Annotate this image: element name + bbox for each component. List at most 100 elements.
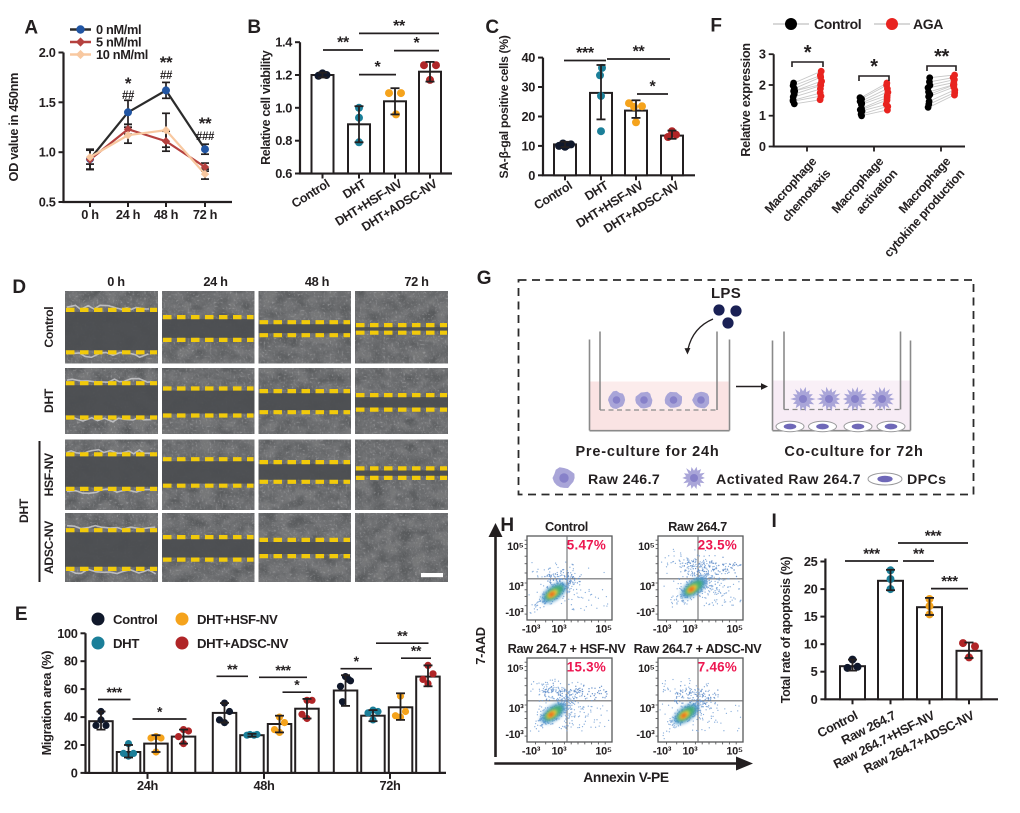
svg-text:-10³: -10³ <box>636 607 655 619</box>
svg-text:40: 40 <box>521 50 535 65</box>
svg-text:10³: 10³ <box>551 624 567 636</box>
svg-text:###: ### <box>196 131 215 143</box>
svg-text:20: 20 <box>804 582 818 597</box>
svg-text:72 h: 72 h <box>404 274 429 289</box>
svg-text:10⁵: 10⁵ <box>507 663 524 675</box>
svg-text:***: *** <box>925 528 942 545</box>
svg-text:25: 25 <box>804 554 818 569</box>
svg-text:10³: 10³ <box>509 703 525 715</box>
svg-text:C: C <box>485 17 499 38</box>
svg-text:24h: 24h <box>137 778 159 793</box>
svg-text:10⁵: 10⁵ <box>595 746 612 758</box>
svg-text:10 nM/ml: 10 nM/ml <box>96 47 148 62</box>
svg-text:*: * <box>294 677 300 693</box>
svg-text:10: 10 <box>521 138 535 153</box>
svg-text:0: 0 <box>528 168 535 183</box>
svg-text:H: H <box>500 515 513 536</box>
svg-text:LPS: LPS <box>711 285 741 302</box>
svg-text:**: ** <box>934 46 949 68</box>
svg-text:Pre-culture for 24h: Pre-culture for 24h <box>575 444 719 460</box>
svg-text:**: ** <box>411 643 422 659</box>
svg-text:G: G <box>477 268 491 289</box>
svg-text:0: 0 <box>71 765 78 780</box>
svg-text:20: 20 <box>64 738 78 753</box>
svg-text:B: B <box>247 17 260 38</box>
svg-text:DPCs: DPCs <box>907 472 946 488</box>
svg-text:Activated Raw 264.7: Activated Raw 264.7 <box>716 472 861 488</box>
svg-text:-10³: -10³ <box>522 624 541 636</box>
svg-text:*: * <box>354 653 360 669</box>
svg-text:DHT+ADSC-NV: DHT+ADSC-NV <box>197 636 289 651</box>
svg-text:10: 10 <box>804 637 818 652</box>
svg-text:2: 2 <box>759 78 766 93</box>
svg-text:10³: 10³ <box>640 703 656 715</box>
svg-text:##: ## <box>160 70 173 82</box>
svg-text:**: ** <box>397 628 408 644</box>
svg-text:1.0: 1.0 <box>39 145 56 160</box>
svg-text:-10³: -10³ <box>505 607 524 619</box>
svg-text:30: 30 <box>521 80 535 95</box>
svg-text:5.47%: 5.47% <box>567 538 606 553</box>
svg-text:Raw 264.7: Raw 264.7 <box>668 519 727 534</box>
svg-text:Raw 264.7 + ADSC-NV: Raw 264.7 + ADSC-NV <box>634 641 762 656</box>
svg-text:**: ** <box>199 114 212 133</box>
svg-text:##: ## <box>122 90 135 102</box>
svg-text:SA-β-gal positive cells (%): SA-β-gal positive cells (%) <box>497 35 511 178</box>
svg-text:**: ** <box>160 53 173 72</box>
svg-text:5: 5 <box>811 664 818 679</box>
svg-text:Raw 246.7: Raw 246.7 <box>588 472 660 488</box>
svg-text:24 h: 24 h <box>203 274 228 289</box>
svg-text:72 h: 72 h <box>193 207 218 222</box>
svg-text:10⁵: 10⁵ <box>638 541 655 553</box>
svg-text:**: ** <box>227 661 238 677</box>
svg-text:OD value in 450nm: OD value in 450nm <box>6 73 21 182</box>
svg-text:**: ** <box>393 18 406 35</box>
svg-text:Relative cell viability: Relative cell viability <box>259 50 273 165</box>
svg-text:1: 1 <box>759 108 766 123</box>
svg-text:10³: 10³ <box>551 746 567 758</box>
svg-text:60: 60 <box>64 682 78 697</box>
svg-text:15: 15 <box>804 609 818 624</box>
svg-text:20: 20 <box>521 109 535 124</box>
svg-text:2.0: 2.0 <box>39 45 56 60</box>
svg-text:DHT: DHT <box>42 388 56 413</box>
svg-text:-10³: -10³ <box>653 746 672 758</box>
svg-text:48 h: 48 h <box>154 207 179 222</box>
svg-text:1.0: 1.0 <box>275 100 292 115</box>
svg-text:Control: Control <box>814 16 861 32</box>
svg-text:Relative expression: Relative expression <box>738 43 753 157</box>
svg-text:ADSC-NV: ADSC-NV <box>42 520 56 574</box>
svg-text:***: *** <box>863 546 880 563</box>
svg-text:***: *** <box>107 684 123 700</box>
svg-text:E: E <box>15 604 27 625</box>
svg-text:Control: Control <box>42 307 56 348</box>
svg-text:100: 100 <box>57 626 78 641</box>
svg-text:**: ** <box>913 546 924 563</box>
svg-text:*: * <box>870 56 878 78</box>
svg-text:0.8: 0.8 <box>275 133 292 148</box>
svg-text:0: 0 <box>811 692 818 707</box>
svg-text:*: * <box>125 74 132 93</box>
svg-text:3: 3 <box>759 47 766 62</box>
svg-text:Migration area (%): Migration area (%) <box>39 651 54 756</box>
svg-text:***: *** <box>275 662 291 678</box>
svg-text:0.6: 0.6 <box>275 166 292 181</box>
svg-text:10⁵: 10⁵ <box>726 624 743 636</box>
svg-text:Co-culture for 72h: Co-culture for 72h <box>784 444 923 460</box>
svg-text:DHT: DHT <box>113 636 139 651</box>
svg-text:0: 0 <box>759 139 766 154</box>
svg-text:**: ** <box>337 35 350 52</box>
svg-text:0 h: 0 h <box>107 274 125 289</box>
svg-text:23.5%: 23.5% <box>698 538 737 553</box>
svg-text:-10³: -10³ <box>522 746 541 758</box>
svg-text:Control: Control <box>545 519 588 534</box>
svg-text:24 h: 24 h <box>116 207 141 222</box>
svg-text:Raw 264.7 + HSF-NV: Raw 264.7 + HSF-NV <box>508 641 627 656</box>
svg-text:Control: Control <box>113 612 157 627</box>
svg-text:DHT+HSF-NV: DHT+HSF-NV <box>197 612 278 627</box>
svg-text:*: * <box>650 79 657 96</box>
svg-text:Total rate of apoptosis (%): Total rate of apoptosis (%) <box>779 557 793 704</box>
svg-text:10⁵: 10⁵ <box>507 541 524 553</box>
svg-text:10⁵: 10⁵ <box>726 746 743 758</box>
svg-text:I: I <box>772 511 777 532</box>
